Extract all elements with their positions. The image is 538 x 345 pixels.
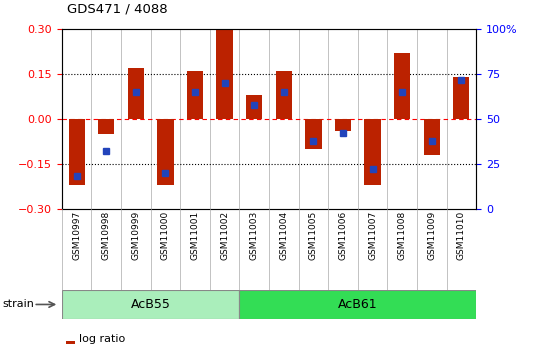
- Bar: [423, 119, 440, 155]
- Bar: [246, 95, 263, 119]
- Bar: [394, 53, 410, 119]
- Bar: [305, 119, 322, 149]
- Text: GSM11005: GSM11005: [309, 211, 318, 260]
- Bar: [62, 290, 239, 318]
- Text: GSM11004: GSM11004: [279, 211, 288, 260]
- Bar: [216, 29, 233, 119]
- Bar: [66, 341, 75, 344]
- Text: GSM11009: GSM11009: [427, 211, 436, 260]
- Bar: [239, 290, 476, 318]
- Bar: [98, 119, 115, 134]
- Bar: [187, 71, 203, 119]
- Text: GSM11008: GSM11008: [398, 211, 407, 260]
- Text: GDS471 / 4088: GDS471 / 4088: [67, 2, 168, 16]
- Text: GSM11003: GSM11003: [250, 211, 259, 260]
- Text: GSM11001: GSM11001: [190, 211, 200, 260]
- Text: GSM10997: GSM10997: [72, 211, 81, 260]
- Text: GSM11002: GSM11002: [220, 211, 229, 260]
- Bar: [335, 119, 351, 131]
- Text: GSM10998: GSM10998: [102, 211, 111, 260]
- Text: GSM11007: GSM11007: [368, 211, 377, 260]
- Bar: [364, 119, 381, 185]
- Bar: [157, 119, 174, 185]
- Text: GSM11010: GSM11010: [457, 211, 466, 260]
- Text: GSM11006: GSM11006: [338, 211, 348, 260]
- Bar: [275, 71, 292, 119]
- Text: GSM11000: GSM11000: [161, 211, 170, 260]
- Text: AcB55: AcB55: [131, 298, 171, 311]
- Bar: [453, 77, 470, 119]
- Text: AcB61: AcB61: [338, 298, 378, 311]
- Bar: [68, 119, 85, 185]
- Text: GSM10999: GSM10999: [131, 211, 140, 260]
- Text: log ratio: log ratio: [79, 334, 125, 344]
- Text: strain: strain: [3, 299, 34, 309]
- Bar: [128, 68, 144, 119]
